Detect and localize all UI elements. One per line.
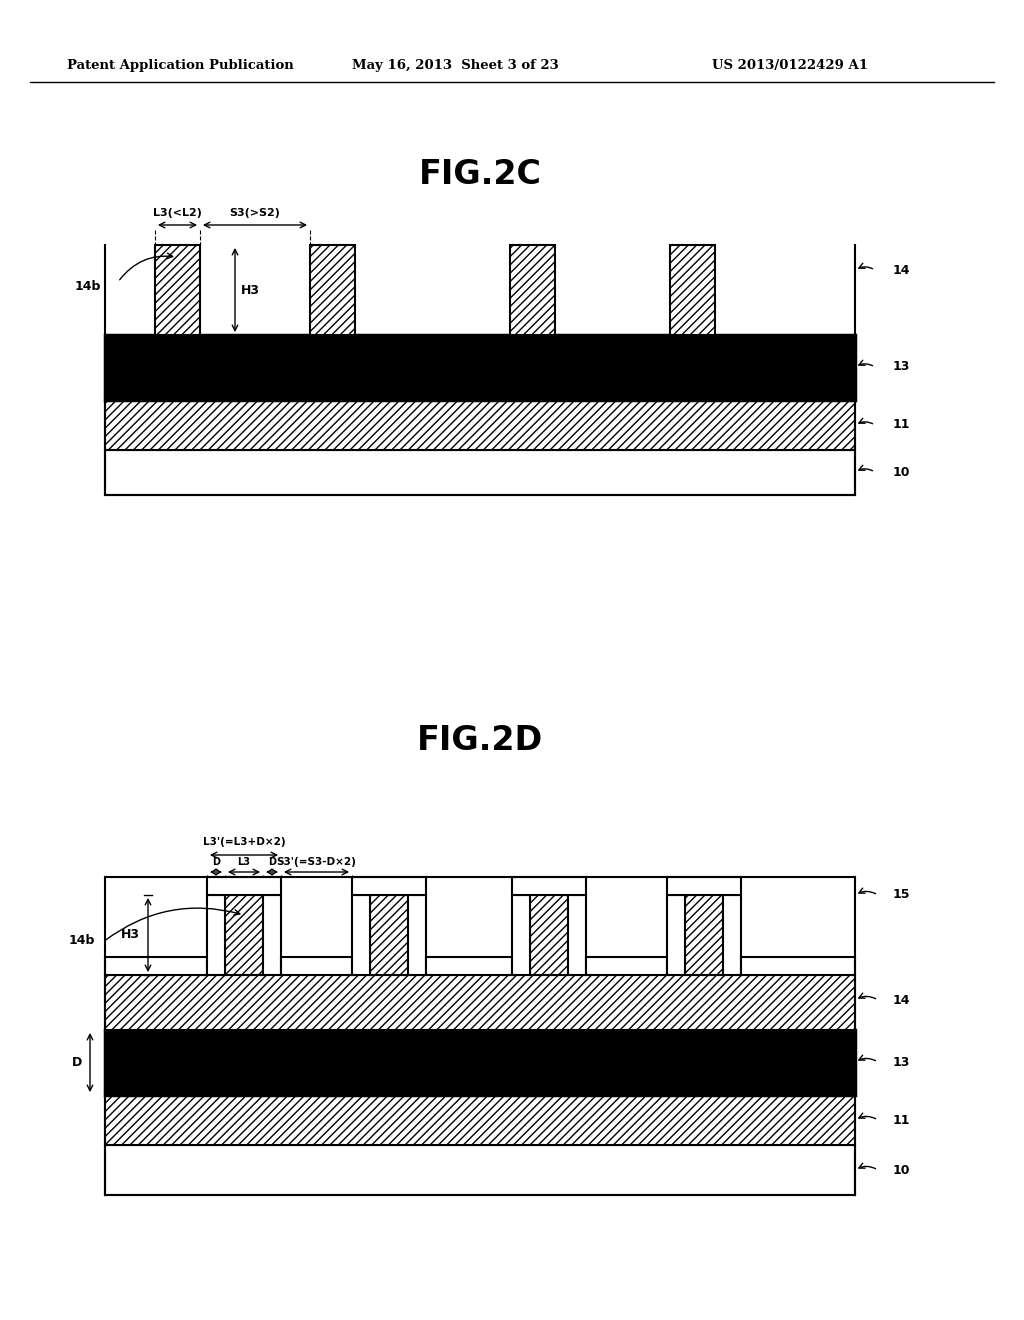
Bar xyxy=(310,246,355,335)
Bar xyxy=(105,1030,855,1096)
Text: 10: 10 xyxy=(893,466,910,479)
Bar xyxy=(370,895,408,975)
Bar xyxy=(225,895,263,975)
Text: 13: 13 xyxy=(893,1056,910,1068)
Text: 13: 13 xyxy=(893,360,910,374)
Bar xyxy=(670,246,715,335)
Text: S3(>S2): S3(>S2) xyxy=(229,209,281,218)
Text: 14: 14 xyxy=(893,994,910,1006)
Bar xyxy=(408,895,426,975)
Bar xyxy=(281,957,352,975)
Bar xyxy=(105,975,855,1030)
Text: 11: 11 xyxy=(893,418,910,432)
Bar xyxy=(105,876,855,975)
Bar xyxy=(352,895,370,975)
Text: FIG.2D: FIG.2D xyxy=(417,723,543,756)
Bar xyxy=(105,400,855,450)
Text: D: D xyxy=(212,857,220,867)
Bar xyxy=(155,246,200,335)
Text: 10: 10 xyxy=(893,1163,910,1176)
Text: Patent Application Publication: Patent Application Publication xyxy=(67,58,293,71)
Bar xyxy=(207,895,225,975)
Bar xyxy=(207,876,281,895)
Text: 14b: 14b xyxy=(75,281,101,293)
Text: S3'(=S3-D×2): S3'(=S3-D×2) xyxy=(276,857,356,867)
Text: D: D xyxy=(72,1056,82,1069)
Bar xyxy=(685,895,723,975)
Bar xyxy=(510,246,555,335)
Bar xyxy=(667,876,741,895)
Text: 14: 14 xyxy=(893,264,910,276)
Bar xyxy=(105,957,207,975)
Bar xyxy=(105,1096,855,1144)
Bar xyxy=(667,895,685,975)
Bar xyxy=(263,895,281,975)
Bar xyxy=(105,450,855,495)
Text: 11: 11 xyxy=(893,1114,910,1126)
Text: L3'(=L3+D×2): L3'(=L3+D×2) xyxy=(203,837,286,847)
Bar xyxy=(530,895,568,975)
Bar xyxy=(426,957,512,975)
Bar xyxy=(105,335,855,400)
Text: FIG.2C: FIG.2C xyxy=(419,158,542,191)
Text: H3: H3 xyxy=(121,928,140,941)
Text: L3(<L2): L3(<L2) xyxy=(153,209,202,218)
Bar xyxy=(568,895,586,975)
Text: H3: H3 xyxy=(241,284,260,297)
Bar xyxy=(105,1144,855,1195)
Text: US 2013/0122429 A1: US 2013/0122429 A1 xyxy=(712,58,868,71)
Bar xyxy=(352,876,426,895)
Bar xyxy=(741,957,855,975)
Text: 15: 15 xyxy=(893,888,910,902)
Bar xyxy=(723,895,741,975)
Bar xyxy=(586,957,667,975)
Text: D: D xyxy=(268,857,276,867)
Text: L3: L3 xyxy=(238,857,251,867)
Text: 14b: 14b xyxy=(69,933,95,946)
Text: May 16, 2013  Sheet 3 of 23: May 16, 2013 Sheet 3 of 23 xyxy=(351,58,558,71)
Bar xyxy=(512,876,586,895)
Bar xyxy=(512,895,530,975)
